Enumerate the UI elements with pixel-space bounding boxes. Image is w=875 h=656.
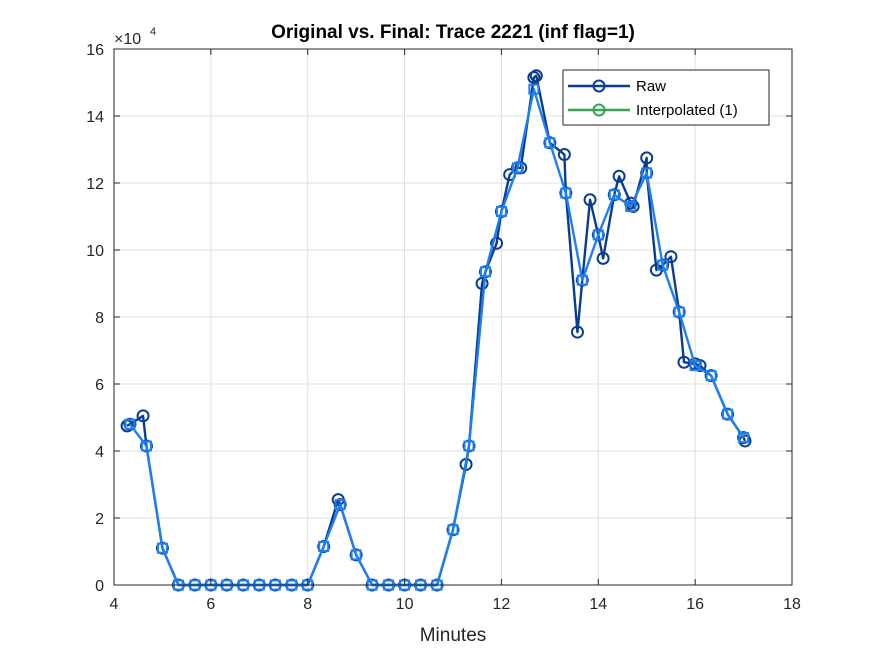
- data-point: [479, 266, 491, 278]
- data-point: [511, 162, 523, 174]
- chart-title: Original vs. Final: Trace 2221 (inf flag…: [271, 22, 635, 43]
- x-tick-label: 10: [396, 596, 414, 613]
- legend-label: Interpolated (1): [636, 102, 738, 119]
- x-axis-label: Minutes: [420, 625, 487, 646]
- y-tick-label: 10: [86, 243, 104, 260]
- data-point: [705, 370, 717, 382]
- data-point: [738, 432, 750, 444]
- legend-marker: [592, 79, 606, 93]
- data-point: [640, 151, 654, 165]
- data-point: [592, 229, 604, 241]
- y-tick-label: 12: [86, 176, 104, 193]
- data-point: [334, 499, 346, 511]
- data-point: [576, 274, 588, 286]
- data-point: [136, 409, 150, 423]
- legend-label: Raw: [636, 78, 666, 95]
- data-point: [475, 277, 489, 290]
- axis-ticks: 4 6 8 10 12 14 16 18 0 2 4 6 8 10 12 14 16: [86, 42, 801, 613]
- y-tick-label: 8: [95, 310, 104, 327]
- data-point: [544, 137, 556, 149]
- data-point: [318, 540, 330, 552]
- data-point: [350, 549, 362, 561]
- y-exponent-base: ×10: [114, 31, 141, 48]
- y-tick-label: 16: [86, 42, 104, 59]
- data-point: [557, 148, 571, 162]
- data-point: [560, 187, 572, 199]
- data-point: [583, 193, 597, 207]
- data-point: [641, 167, 653, 179]
- data-point: [625, 200, 637, 212]
- data-point: [570, 325, 584, 339]
- x-tick-label: 6: [206, 596, 215, 613]
- x-tick-label: 16: [686, 596, 704, 613]
- y-tick-label: 6: [95, 377, 104, 394]
- data-point: [528, 83, 540, 95]
- data-point: [529, 69, 543, 83]
- data-point: [124, 418, 136, 430]
- data-point: [612, 169, 626, 183]
- x-tick-label: 8: [303, 596, 312, 613]
- legend-entry: Raw: [568, 78, 666, 95]
- data-point: [463, 440, 475, 452]
- legend: Raw Interpolated (1): [562, 69, 770, 126]
- x-tick-label: 14: [589, 596, 607, 613]
- y-axis-exponent: ×10 4: [114, 26, 156, 48]
- legend-marker: [592, 103, 606, 117]
- y-tick-label: 14: [86, 109, 104, 126]
- data-point: [156, 542, 168, 554]
- y-tick-label: 4: [95, 444, 104, 461]
- x-tick-label: 4: [110, 596, 119, 613]
- data-point: [722, 408, 734, 420]
- data-point: [596, 251, 610, 265]
- data-point: [673, 306, 685, 318]
- data-point: [664, 250, 678, 264]
- legend-entry: Interpolated (1): [568, 102, 738, 119]
- x-tick-label: 18: [783, 596, 801, 613]
- data-point: [495, 205, 507, 217]
- data-point: [140, 440, 152, 452]
- x-tick-label: 12: [493, 596, 511, 613]
- y-exponent-power: 4: [150, 26, 156, 38]
- data-point: [447, 524, 459, 536]
- data-point: [689, 360, 701, 372]
- data-point: [657, 259, 669, 271]
- data-point: [608, 189, 620, 201]
- y-tick-label: 0: [95, 578, 104, 595]
- y-tick-label: 2: [95, 511, 104, 528]
- data-point: [490, 236, 504, 250]
